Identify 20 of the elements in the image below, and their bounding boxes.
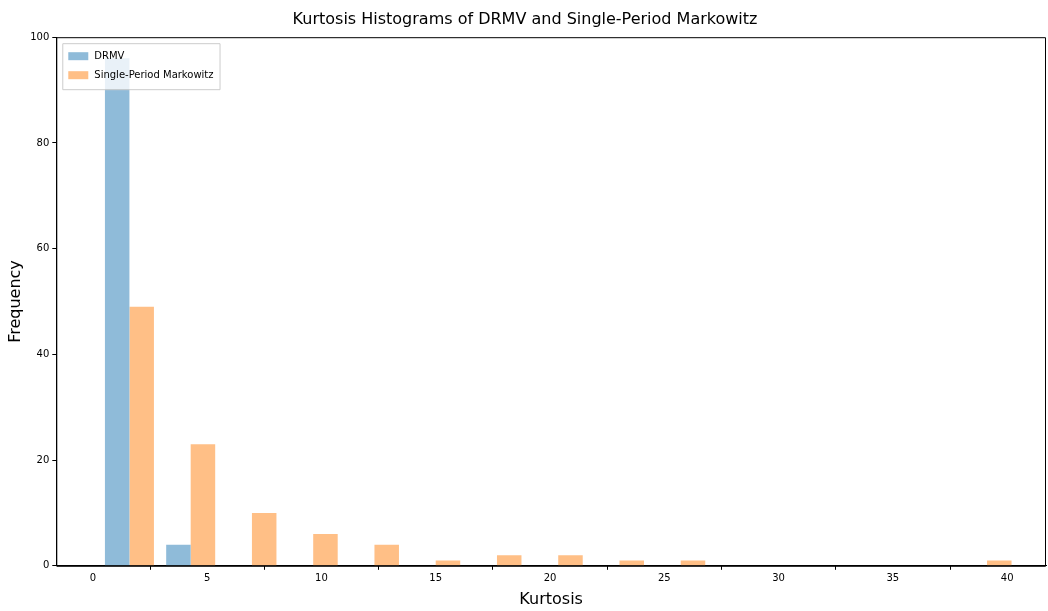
x-axis-title: Kurtosis (519, 588, 583, 608)
x-tick-label: 30 (772, 572, 785, 584)
x-tick-label: 15 (429, 572, 443, 584)
x-tick-label: 35 (886, 572, 900, 584)
legend-label: DRMV (94, 49, 125, 61)
x-tick-label: 25 (657, 572, 671, 584)
x-tick-label: 40 (1000, 572, 1014, 584)
chart-title: Kurtosis Histograms of DRMV and Single-Period Markowitz (292, 8, 758, 28)
legend-label: Single-Period Markowitz (94, 68, 214, 80)
y-tick-label: 40 (36, 347, 50, 359)
x-tick-label: 10 (315, 572, 328, 584)
y-tick-label: 0 (42, 559, 50, 571)
y-axis-title: Frequency (4, 260, 24, 343)
y-tick-label: 80 (36, 136, 50, 148)
x-tick-label: 20 (543, 572, 557, 584)
y-tick-label: 60 (36, 242, 50, 254)
y-tick-label: 100 (30, 30, 50, 42)
x-tick-label: 5 (203, 572, 211, 584)
x-tick-label: 0 (89, 572, 97, 584)
y-tick-label: 20 (36, 453, 50, 465)
